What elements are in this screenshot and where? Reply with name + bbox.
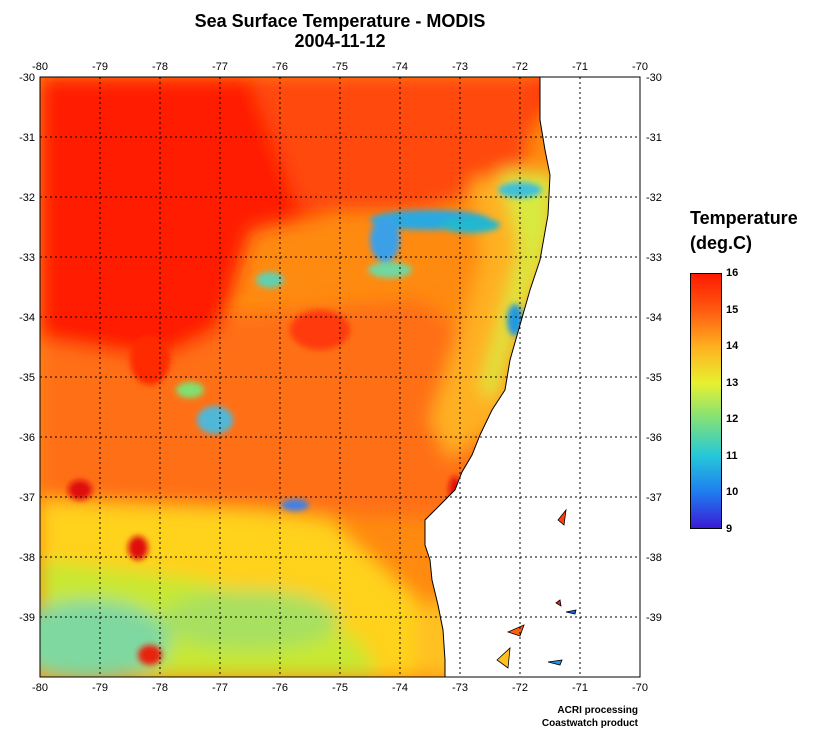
lat-tick-label-left: -32 [19,192,35,204]
island-shape [496,646,511,669]
map-frame [39,76,641,678]
lon-tick-label-top: -70 [632,61,648,73]
lon-tick-label-top: -76 [272,61,288,73]
lon-tick-label-bottom: -79 [92,682,108,694]
lon-tick-label-top: -77 [212,61,228,73]
credit-product: Coastwatch product [541,718,638,729]
lat-tick-label-right: -35 [646,372,662,384]
map-date: 2004-11-12 [294,31,386,51]
colorbar-tick-label: 13 [726,376,739,389]
lat-tick-label-right: -36 [646,432,662,444]
lon-tick-label-bottom: -78 [152,682,168,694]
lon-tick-label-bottom: -70 [632,682,648,694]
island-shape [555,599,562,607]
lat-tick-label-left: -33 [19,252,35,264]
lat-tick-label-right: -39 [646,612,662,624]
lon-tick-label-bottom: -72 [512,682,528,694]
colorbar-tick-label: 10 [726,486,739,499]
lat-tick-label-right: -34 [646,312,662,324]
lon-tick-label-bottom: -75 [332,682,348,694]
lon-tick-label-top: -72 [512,61,528,73]
lat-tick-label-right: -38 [646,552,662,564]
lon-tick-label-bottom: -73 [452,682,468,694]
lon-tick-label-top: -73 [452,61,468,73]
colorbar-tick-label: 16 [726,267,739,279]
lat-tick-label-left: -35 [19,372,35,384]
colorbar [690,273,722,529]
lon-tick-label-top: -74 [392,61,408,73]
credit-processing: ACRI processing [557,705,638,716]
colorbar-tick-label: 12 [726,413,739,426]
lon-tick-label-top: -79 [92,61,108,73]
lon-tick-label-top: -71 [572,61,588,73]
lon-tick-label-bottom: -80 [32,682,48,694]
graticule: -80 -80 -79 -79 -78 -78 -77 -77 -76 -76 -75 -75 -74 -… [19,61,662,694]
legend-title: Temperature [690,208,798,228]
lon-tick-label-top: -78 [152,61,168,73]
legend-units: (deg.C) [690,233,752,253]
lat-tick-label-right: -32 [646,192,662,204]
lat-tick-label-left: -34 [19,312,35,324]
island-shape [547,659,563,666]
map-title: Sea Surface Temperature - MODIS [194,11,486,31]
lat-tick-label-left: -31 [19,132,35,144]
island-shape [565,609,577,615]
colorbar-tick-label: 9 [726,523,733,535]
lat-tick-label-left: -39 [19,612,35,624]
lon-tick-label-bottom: -74 [392,682,408,694]
lon-tick-label-bottom: -76 [272,682,288,694]
island-shape [557,508,567,526]
lon-tick-label-bottom: -77 [212,682,228,694]
lon-tick-label-bottom: -71 [572,682,588,694]
lon-tick-label-top: -75 [332,61,348,73]
lon-tick-label-top: -80 [32,61,48,73]
lat-tick-label-left: -30 [19,72,35,84]
colorbar-tick-label: 14 [726,340,739,353]
land-area [424,76,641,678]
lat-tick-label-right: -30 [646,72,662,84]
lat-tick-label-left: -38 [19,552,35,564]
lat-tick-label-left: -37 [19,492,35,504]
colorbar-tick-label: 15 [726,303,739,316]
colorbar-tick-label: 11 [726,449,738,462]
lat-tick-label-left: -36 [19,432,35,444]
lat-tick-label-right: -37 [646,492,662,504]
lat-tick-label-right: -31 [646,132,662,144]
lat-tick-label-right: -33 [646,252,662,264]
